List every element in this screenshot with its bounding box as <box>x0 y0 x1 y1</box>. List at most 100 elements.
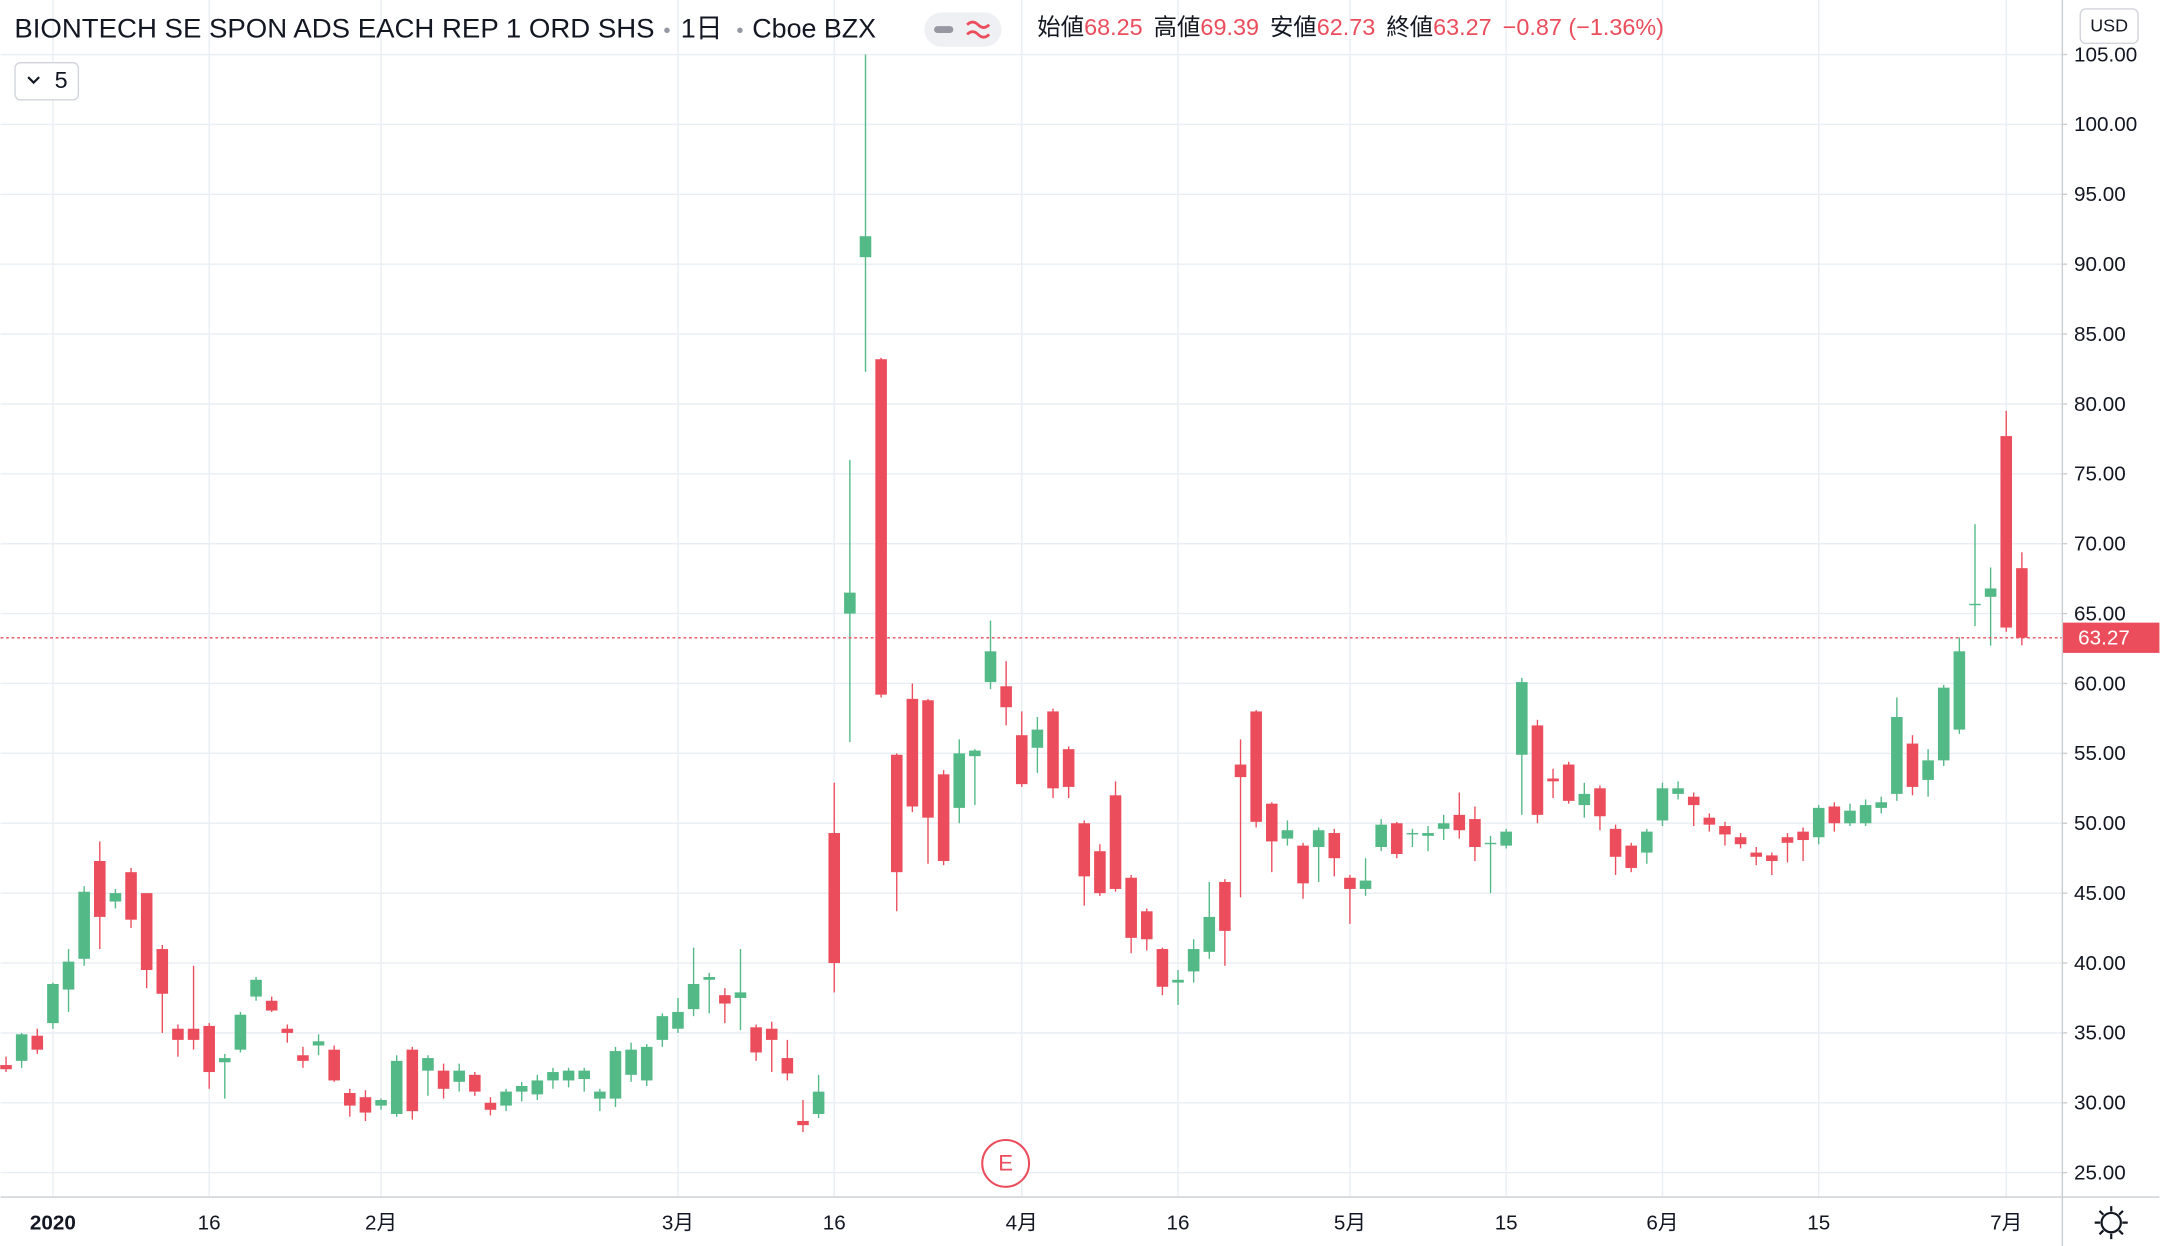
x-tick-label: 7月 <box>1990 1211 2022 1234</box>
candle-body <box>1906 743 1919 787</box>
low-value: 62.73 <box>1317 14 1376 40</box>
candle-body <box>15 1034 28 1061</box>
candle-body <box>1203 916 1216 952</box>
toggle-box <box>14 61 80 101</box>
candle-body <box>547 1072 559 1081</box>
candle-body <box>406 1049 419 1112</box>
candle-body <box>687 983 700 1010</box>
candle-body <box>156 949 169 994</box>
candle-body <box>1422 833 1434 836</box>
candle-body <box>984 651 997 683</box>
separator <box>737 27 743 34</box>
y-tick-label: 100.00 <box>2074 113 2137 136</box>
candle-body <box>781 1058 794 1074</box>
symbol-title: BIONTECH SE SPON ADS EACH REP 1 ORD SHS <box>14 13 654 43</box>
candle-body <box>1578 793 1591 806</box>
candle-body <box>484 1102 497 1110</box>
candle-body <box>1516 682 1528 755</box>
candle-body <box>1000 686 1012 708</box>
candle-body <box>859 236 872 258</box>
candle-body <box>750 1027 762 1053</box>
indicators-toggle[interactable]: 5 <box>14 61 80 101</box>
candle-body <box>359 1097 372 1113</box>
candle-body <box>187 1028 200 1040</box>
indicator-count: 5 <box>55 67 68 93</box>
x-tick-label: 4月 <box>1006 1211 1038 1234</box>
earnings-event[interactable]: E <box>981 1138 1031 1188</box>
interval[interactable]: 1日 <box>681 13 723 43</box>
candle-body <box>1797 831 1809 841</box>
candle-body <box>453 1070 465 1082</box>
open-value: 68.25 <box>1084 14 1143 40</box>
last-price-badge <box>2063 622 2160 653</box>
low-label: 安値 <box>1270 14 1317 40</box>
candle-body <box>0 1065 12 1070</box>
candle-body <box>1828 806 1841 824</box>
candle-body <box>1437 823 1450 829</box>
candle-body <box>78 891 90 959</box>
candle-body <box>937 774 950 861</box>
candle-body <box>1609 828 1622 857</box>
candle-body <box>125 872 137 920</box>
candle-body <box>578 1070 590 1080</box>
candle-body <box>1031 729 1044 748</box>
candle-body <box>1547 778 1559 782</box>
candle-body <box>281 1028 294 1033</box>
candle-body <box>1687 796 1700 806</box>
candle-body <box>969 750 981 757</box>
candle-body <box>1953 651 1966 730</box>
x-tick-label: 15 <box>1495 1211 1518 1234</box>
candle-body <box>1140 911 1153 940</box>
change: −0.87 (−1.36%) <box>1503 14 1664 40</box>
candle-body <box>734 992 747 998</box>
candle-body <box>1875 802 1888 808</box>
candle-body <box>1281 830 1294 839</box>
x-tick-label: 3月 <box>662 1211 694 1234</box>
candle-body <box>328 1049 340 1081</box>
candle-body <box>703 976 716 980</box>
y-tick-label: 95.00 <box>2074 183 2126 206</box>
candle-body <box>625 1049 637 1075</box>
candle-body <box>1297 845 1309 884</box>
y-tick-label: 50.00 <box>2074 812 2126 835</box>
x-tick-label: 2月 <box>365 1211 397 1234</box>
candle-body <box>594 1091 606 1099</box>
candle-body <box>1359 880 1372 889</box>
candle-body <box>515 1086 528 1092</box>
currency-button[interactable]: USD <box>2079 8 2139 45</box>
candle-body <box>422 1058 434 1071</box>
axes: 25.00 30.00 35.00 40.00 45.00 50.00 55.00 60.00… <box>30 43 2160 1234</box>
candle-body <box>1672 788 1684 794</box>
candle-body <box>2016 568 2028 638</box>
y-tick-label: 85.00 <box>2074 323 2126 346</box>
candle-body <box>890 754 903 873</box>
candle-body <box>265 1000 278 1011</box>
candle-body <box>1406 833 1419 835</box>
x-tick-label: 6月 <box>1646 1211 1678 1234</box>
candle-body <box>234 1014 247 1050</box>
x-tick-label: 16 <box>198 1211 221 1234</box>
candle-body <box>656 1016 669 1040</box>
y-tick-label: 105.00 <box>2074 43 2137 66</box>
high-value: 69.39 <box>1200 14 1259 40</box>
candle-body <box>1781 837 1794 843</box>
currency: USD <box>2090 16 2128 36</box>
y-tick-label: 55.00 <box>2074 742 2126 765</box>
candle-body <box>1250 711 1262 822</box>
candle-body <box>1766 855 1778 861</box>
candle-body <box>1937 687 1950 761</box>
candle-body <box>875 359 887 695</box>
candle-body <box>812 1091 825 1114</box>
candle-body <box>469 1074 481 1092</box>
candle-body <box>250 979 262 997</box>
market-status-pill[interactable] <box>924 12 1002 47</box>
candle-body <box>1922 760 1934 780</box>
candle-body <box>172 1028 184 1040</box>
settings-icon[interactable] <box>2094 1206 2128 1240</box>
candle-body <box>375 1099 387 1106</box>
y-tick-label: 45.00 <box>2074 882 2126 905</box>
candle-body <box>1500 831 1512 846</box>
candle-body <box>1187 949 1200 972</box>
grid <box>0 0 2062 1197</box>
